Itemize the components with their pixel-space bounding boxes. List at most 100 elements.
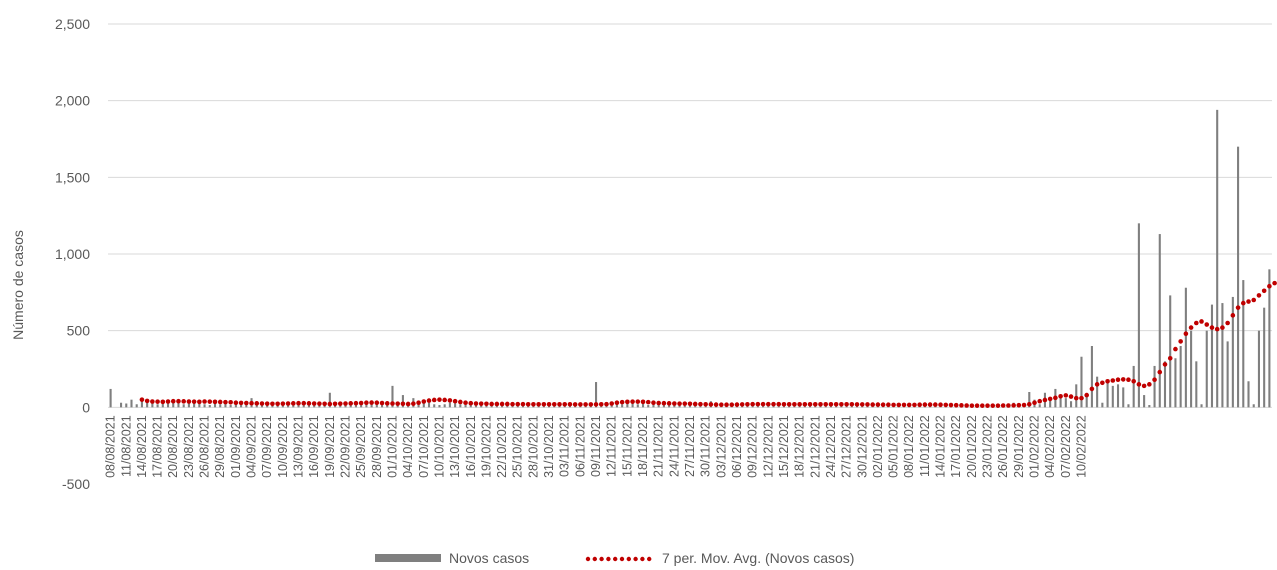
moving-average-point: [609, 401, 615, 406]
moving-average-point: [1256, 293, 1262, 298]
bar: [1257, 330, 1260, 408]
moving-average-point: [980, 403, 985, 408]
moving-average-point: [880, 402, 886, 408]
bar: [156, 404, 159, 408]
moving-average-point: [1084, 392, 1089, 398]
bar: [1221, 303, 1224, 408]
x-tick-label: 17/08/2021: [151, 415, 165, 478]
bar: [459, 404, 462, 408]
moving-average-point: [1021, 402, 1027, 408]
moving-average-point: [1225, 320, 1230, 326]
moving-average-point: [379, 400, 385, 406]
bar: [229, 405, 232, 408]
bar: [1226, 341, 1229, 408]
moving-average-point: [489, 401, 494, 407]
moving-average-point: [807, 401, 813, 407]
x-axis-ticks: 08/08/2021 11/08/2021 14/08/2021 17/08/2021…: [104, 415, 1089, 478]
moving-average-point: [452, 398, 458, 404]
moving-average-point: [1100, 380, 1105, 386]
moving-average-point: [703, 401, 708, 407]
moving-average-point: [786, 401, 792, 407]
x-tick-label: 21/12/2021: [808, 415, 822, 478]
moving-average-point: [906, 402, 912, 408]
moving-average-point: [1016, 402, 1022, 408]
moving-average-point: [854, 402, 860, 407]
moving-average-point: [1131, 378, 1136, 384]
x-tick-label: 25/10/2021: [511, 415, 525, 478]
moving-average-point: [818, 401, 823, 407]
y-tick-label: -500: [62, 476, 90, 492]
bar: [1106, 379, 1109, 408]
y-axis-title: Número de casos: [10, 230, 26, 340]
moving-average-point: [348, 401, 354, 406]
moving-average-point: [405, 401, 411, 407]
bar: [193, 403, 196, 408]
legend-swatch-novos-casos: [375, 554, 441, 562]
bar: [219, 404, 222, 408]
moving-average-point: [933, 402, 938, 407]
moving-average-point: [865, 402, 870, 407]
moving-average-point: [844, 401, 849, 407]
x-tick-label: 15/12/2021: [777, 415, 791, 478]
moving-average-point: [416, 400, 421, 406]
moving-average-point: [614, 400, 620, 406]
moving-average-point: [713, 402, 719, 407]
moving-average-point: [1089, 386, 1095, 392]
bar: [427, 402, 431, 408]
moving-average-point: [672, 401, 677, 406]
moving-average-point: [765, 401, 771, 407]
bar: [391, 385, 394, 408]
moving-average-point: [541, 401, 547, 407]
moving-average-point: [833, 401, 839, 407]
x-tick-label: 06/11/2021: [573, 415, 587, 477]
bar: [464, 405, 467, 408]
moving-average-point: [238, 400, 244, 406]
bar: [1059, 396, 1062, 408]
moving-average-point: [1173, 346, 1178, 352]
x-tick-label: 02/01/2022: [871, 415, 885, 478]
moving-average-point: [938, 402, 943, 408]
moving-average-point: [280, 401, 286, 406]
bar: [1090, 346, 1093, 408]
moving-average-point: [244, 400, 249, 406]
moving-average-point: [948, 402, 954, 408]
moving-average-point: [384, 401, 390, 406]
bar: [652, 404, 655, 408]
bar: [1064, 398, 1067, 408]
moving-average-point: [186, 399, 192, 404]
moving-average-point: [150, 399, 155, 404]
bar: [1085, 395, 1088, 408]
bar: [166, 403, 170, 408]
moving-average-point: [165, 399, 171, 404]
moving-average-point: [797, 401, 802, 407]
moving-average-point: [1188, 325, 1194, 330]
moving-average-point: [969, 403, 975, 408]
moving-average-point: [729, 402, 735, 408]
moving-average-point: [630, 399, 635, 404]
moving-average-point: [473, 401, 479, 406]
moving-average-point: [468, 400, 474, 406]
moving-average-point: [197, 399, 202, 405]
bar: [125, 403, 128, 408]
moving-average-point: [719, 402, 724, 408]
moving-average-point: [781, 401, 787, 407]
x-tick-label: 03/12/2021: [714, 415, 728, 478]
bar: [213, 402, 217, 408]
bar: [1111, 385, 1114, 408]
x-tick-label: 16/09/2021: [307, 415, 321, 478]
moving-average-point: [567, 401, 573, 407]
moving-average-point: [1037, 398, 1043, 404]
moving-average-point: [1235, 305, 1241, 310]
moving-average-point: [176, 398, 181, 404]
moving-average-point: [259, 401, 265, 406]
x-tick-label: 22/10/2021: [495, 415, 509, 478]
moving-average-point: [849, 401, 855, 407]
bar: [448, 402, 451, 408]
moving-average-point: [974, 403, 980, 408]
moving-average-point: [859, 402, 865, 407]
moving-average-point: [343, 401, 348, 406]
moving-average-point: [917, 402, 922, 408]
bar: [276, 405, 279, 408]
